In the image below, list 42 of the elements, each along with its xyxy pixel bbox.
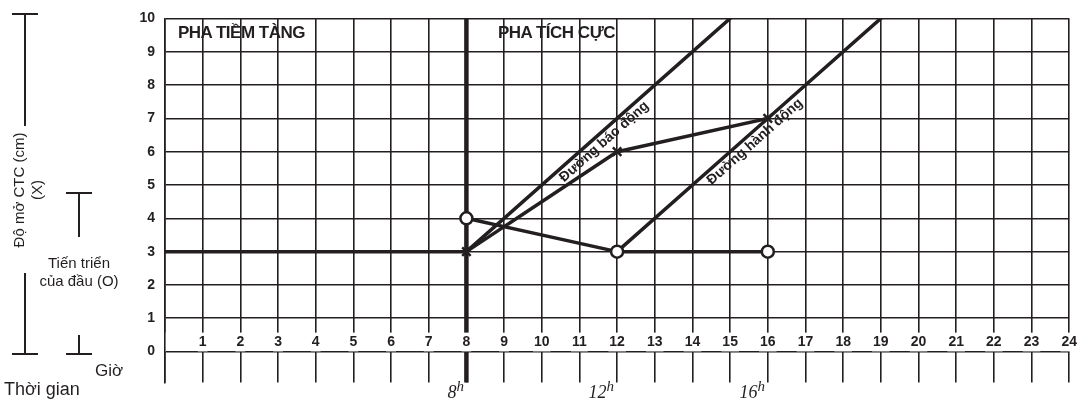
x-tick-label: 24 <box>1061 332 1078 349</box>
x-tick-label: 20 <box>910 332 927 349</box>
x-axis-title: Giờ <box>95 361 124 380</box>
x-tick-label: 17 <box>797 332 814 349</box>
x-tick-label: 6 <box>387 332 396 349</box>
text: Độ mở CTC (cm) (X) <box>10 132 45 248</box>
x-tick-label: 4 <box>311 332 320 349</box>
x-tick-label: 22 <box>986 332 1002 349</box>
x-tick-label: 23 <box>1023 332 1040 349</box>
x-tick-label: 9 <box>500 332 509 349</box>
y-tick-label: 9 <box>147 42 156 59</box>
x-tick-label: 8 <box>462 332 471 349</box>
x-tick-label: 14 <box>684 332 701 349</box>
y-tick-label: 2 <box>147 275 156 292</box>
y-tick-label: 0 <box>147 342 156 359</box>
x-tick-label: 13 <box>646 332 663 349</box>
text: Tiến triển của đầu (O) <box>38 254 120 290</box>
x-tick-label: 18 <box>835 332 852 349</box>
x-tick-label: 11 <box>572 332 588 349</box>
x-tick-label: 21 <box>948 332 965 349</box>
x-tick-label: 16 <box>760 332 776 349</box>
y-tick-label: 1 <box>147 309 156 326</box>
text: Thời gian <box>4 378 80 400</box>
y-tick-label: 7 <box>147 109 156 126</box>
y-tick-label: 3 <box>147 242 156 259</box>
annotation: 12$^{h}$ <box>587 377 614 401</box>
y-tick-label: 8 <box>147 75 156 92</box>
x-tick-label: 3 <box>274 332 283 349</box>
x-tick-label: 15 <box>722 332 739 349</box>
x-tick-label: 19 <box>873 332 889 349</box>
x-tick-label: 2 <box>236 332 245 349</box>
y-tick-label: 5 <box>147 175 156 192</box>
y-tick-label: 6 <box>147 142 156 159</box>
annotation: 16$^{h}$ <box>738 377 765 401</box>
y-tick-label: 10 <box>139 9 156 26</box>
x-tick-label: 12 <box>609 332 626 349</box>
x-tick-label: 7 <box>424 332 433 349</box>
x-tick-label: 10 <box>533 332 550 349</box>
y-tick-label: 4 <box>147 209 156 226</box>
annotation: 8$^{h}$ <box>446 377 464 401</box>
x-tick-label: 1 <box>198 332 207 349</box>
x-tick-label: 5 <box>349 332 358 349</box>
